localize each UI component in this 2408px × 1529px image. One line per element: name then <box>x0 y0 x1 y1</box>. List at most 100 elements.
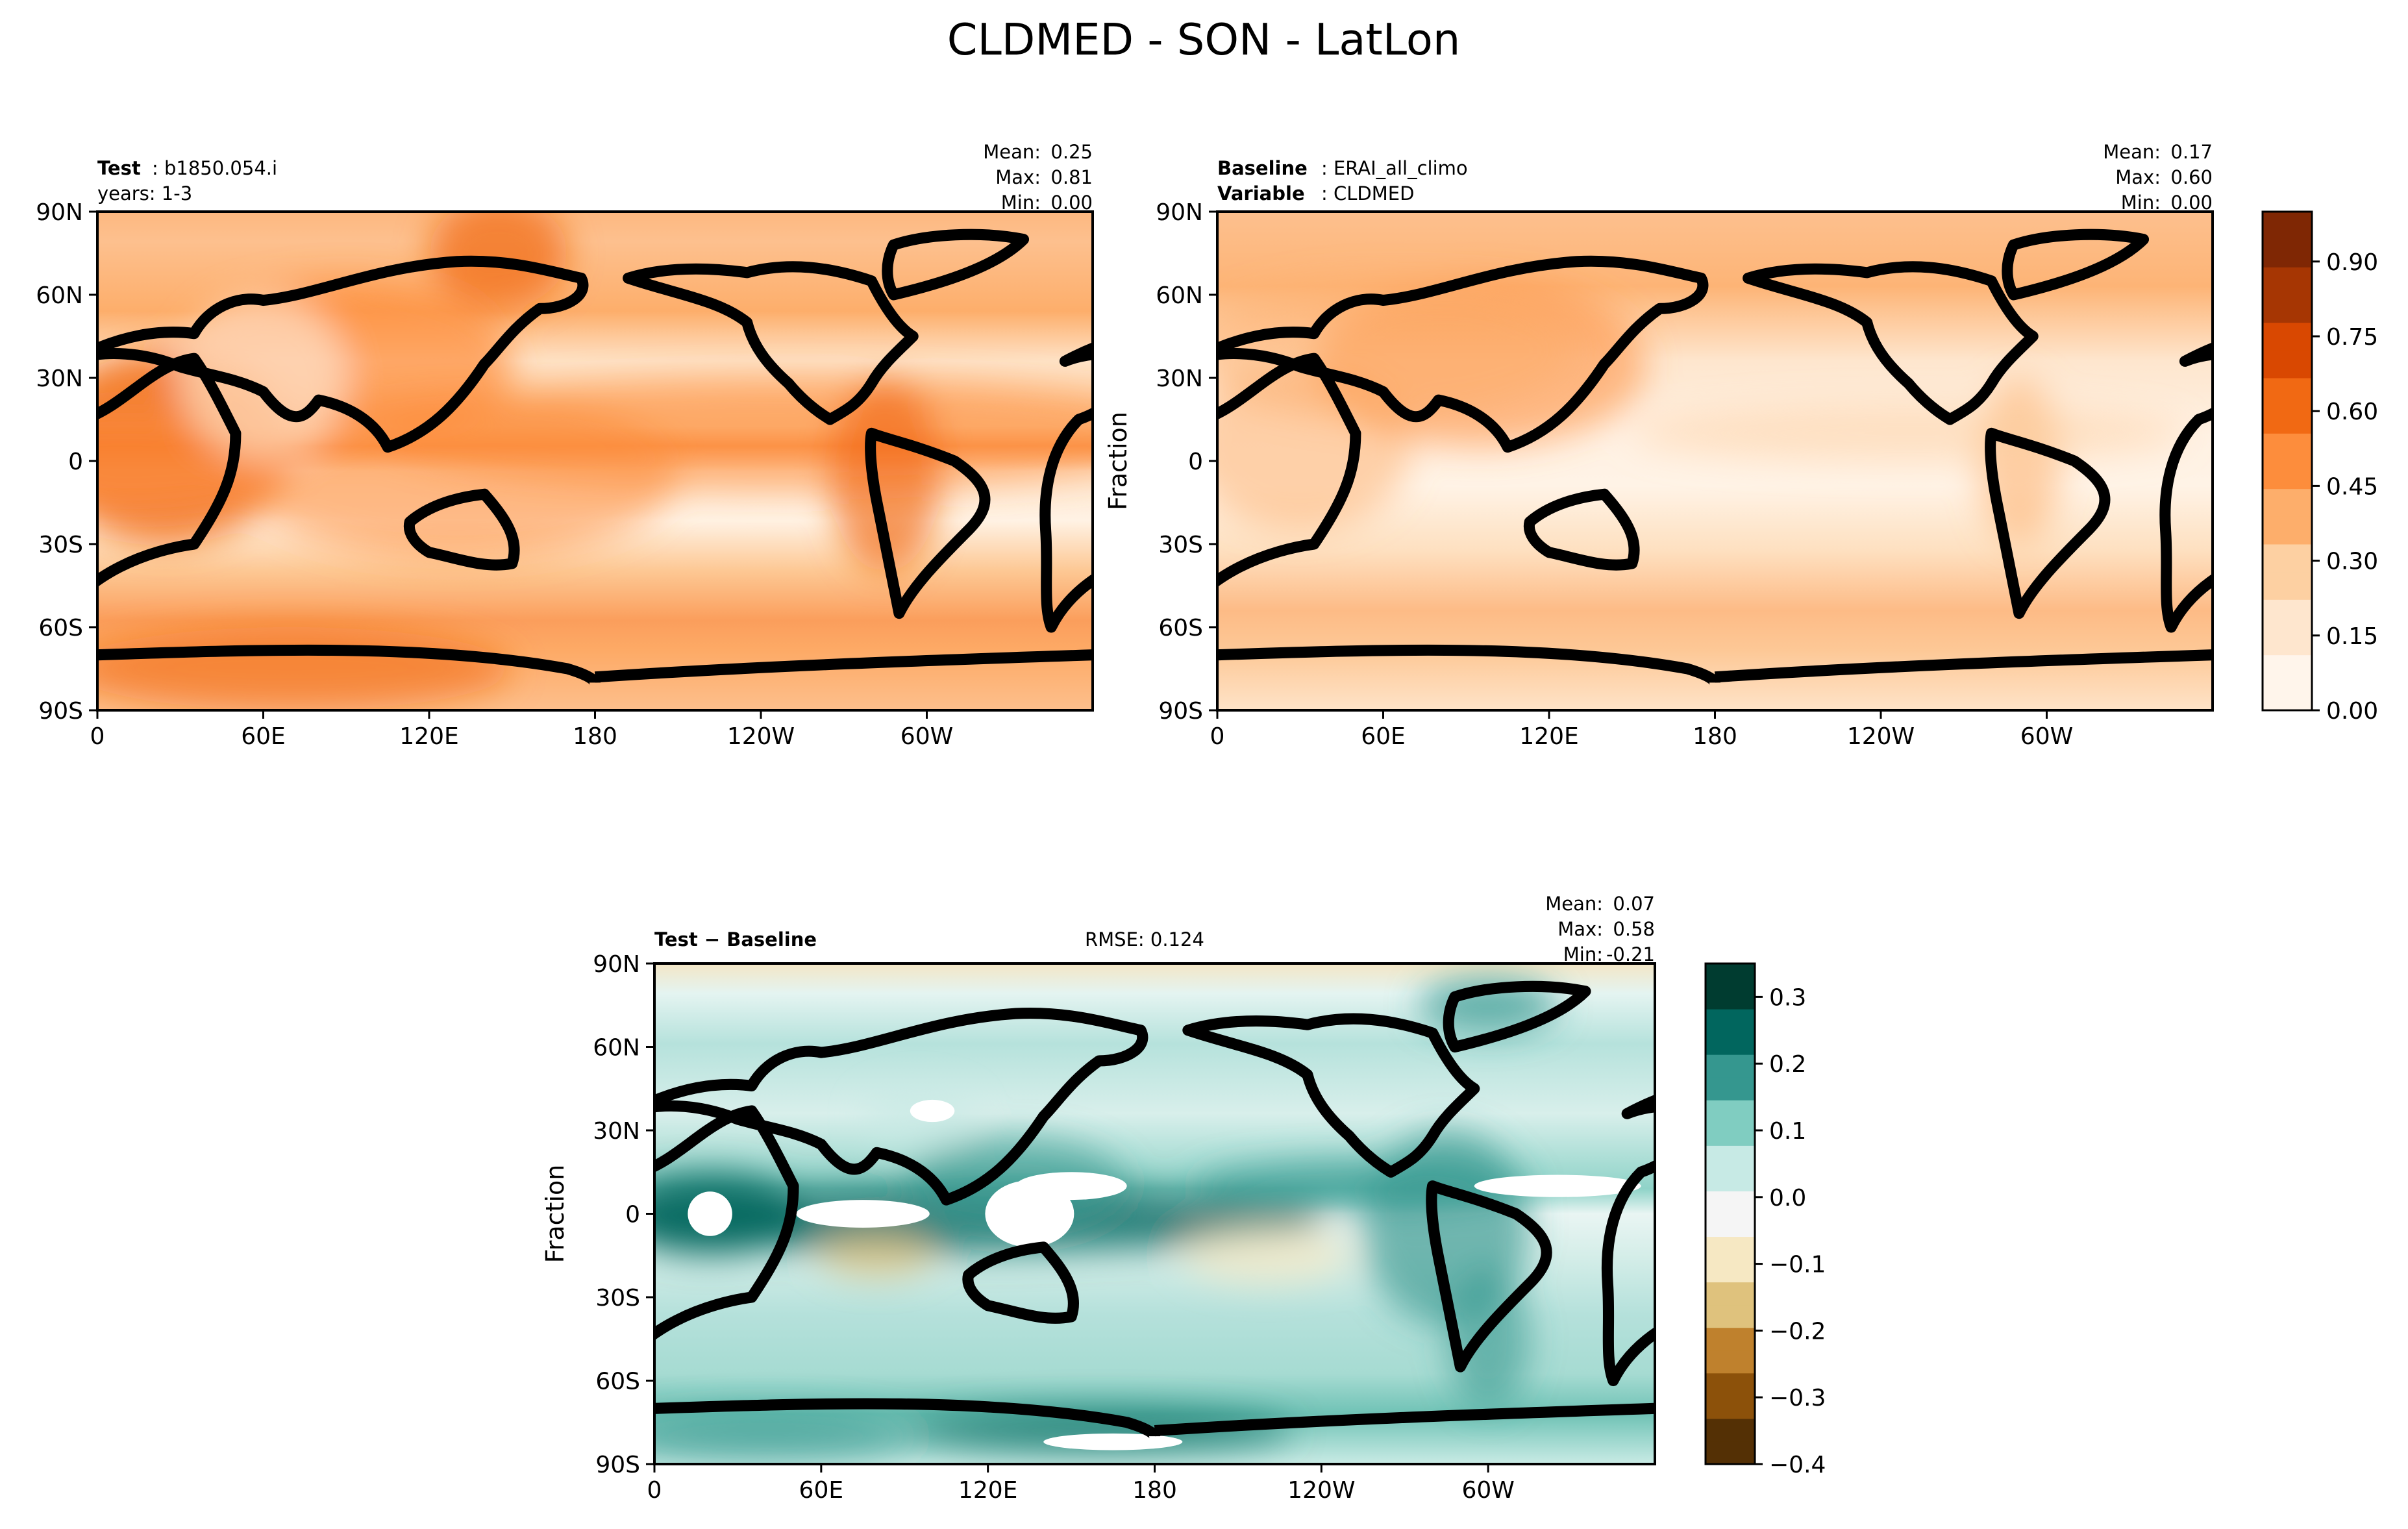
x-tick-label: 60W <box>2020 723 2073 750</box>
field-contour-max <box>796 1200 930 1228</box>
stat-value: 0.58 <box>1613 918 1655 940</box>
x-tick-label: 120W <box>1847 723 1915 750</box>
colorbar-band <box>1706 1304 1755 1328</box>
stat-value: 0.60 <box>2170 166 2213 188</box>
field-contour <box>429 212 567 309</box>
stat-label: Min: <box>2121 192 2161 214</box>
field-contour <box>1217 280 1577 419</box>
colorbar-band <box>2263 212 2312 240</box>
stat-label: Max: <box>2115 166 2161 188</box>
y-tick-label: 0 <box>625 1202 640 1228</box>
panel-label-text: : b1850.054.i <box>152 157 277 179</box>
y-tick-label: 60S <box>595 1369 640 1395</box>
y-tick-label: 90N <box>593 951 640 978</box>
stat-value: 0.00 <box>2170 192 2213 214</box>
colorbar-band <box>1706 1395 1755 1419</box>
colorbar-band <box>2263 350 2312 379</box>
panel-label-text: years: 1-3 <box>97 182 192 205</box>
field-contour <box>97 627 512 710</box>
colorbar-tick-label: −0.4 <box>1769 1452 1826 1478</box>
y-tick-label: 90S <box>38 698 83 725</box>
map-panel-diff: 0 60E 120E 180 120W 60W 90N 60N 30N 0 30S 60S 90S Mea… <box>541 893 1656 1504</box>
colorbar-band <box>2263 295 2312 323</box>
colorbar-tick-label: 0.00 <box>2326 698 2378 725</box>
x-tick-label: 60W <box>1461 1477 1514 1504</box>
colorbar-band <box>2263 433 2312 462</box>
map-panel-baseline: 0 60E 120E 180 120W 60W 90N 60N 30N 0 30S 60S 90S Mea… <box>1104 141 2214 750</box>
colorbar-band <box>2263 654 2312 683</box>
y-axis-label: Fraction <box>1104 412 1132 510</box>
y-tick-label: 60S <box>1158 615 1203 641</box>
colorbar-band <box>1706 1373 1755 1397</box>
colorbar-band <box>2263 488 2312 517</box>
stat-label: Mean: <box>983 141 1041 163</box>
y-tick-label: 0 <box>68 449 83 475</box>
colorbar-band <box>1706 1009 1755 1032</box>
stat-value: 0.17 <box>2170 141 2213 163</box>
colorbar-band <box>1706 1123 1755 1146</box>
field-contour <box>374 378 1093 489</box>
x-tick-label: 180 <box>1693 723 1737 750</box>
colorbar-band <box>1706 1145 1755 1169</box>
stat-label: Mean: <box>2103 141 2161 163</box>
colorbar-band <box>2263 627 2312 656</box>
field-contour <box>904 1408 1294 1453</box>
colorbar-tick-label: 0.2 <box>1769 1051 1806 1078</box>
colorbar-tick-label: 0.15 <box>2326 623 2378 650</box>
x-tick-label: 120E <box>958 1477 1017 1504</box>
colorbar-band <box>1706 1350 1755 1374</box>
colorbar-band <box>2263 599 2312 628</box>
colorbar-band <box>2263 322 2312 351</box>
colorbar-tick-label: 0.3 <box>1769 984 1806 1011</box>
colorbar-band <box>1706 1077 1755 1100</box>
x-tick-label: 120E <box>399 723 458 750</box>
y-tick-label: 90N <box>1156 199 1203 226</box>
field-contour-max <box>910 1099 955 1123</box>
colorbar-band <box>2263 405 2312 434</box>
colorbar-tick-label: 0.45 <box>2326 473 2378 500</box>
stat-label: Mean: <box>1545 893 1603 915</box>
colorbar-tick-label: −0.3 <box>1769 1385 1826 1411</box>
y-tick-label: 30N <box>1156 366 1203 392</box>
field-contour-max <box>985 1180 1074 1247</box>
x-tick-label: 60W <box>900 723 953 750</box>
x-tick-label: 180 <box>1132 1477 1177 1504</box>
x-tick-label: 120E <box>1519 723 1578 750</box>
colorbar-tick-label: 0.1 <box>1769 1118 1806 1145</box>
y-tick-label: 30S <box>1158 532 1203 558</box>
figure-title: CLDMED - SON - LatLon <box>947 14 1461 65</box>
stat-label: Max: <box>995 166 1041 188</box>
stat-label: Min: <box>1563 943 1603 965</box>
colorbar-tick-label: 0.30 <box>2326 549 2378 575</box>
y-tick-label: 90S <box>1158 698 1203 725</box>
colorbar-band <box>1706 1236 1755 1260</box>
panel-label-text: : CLDMED <box>1321 182 1414 205</box>
colorbar-band <box>1706 963 1755 987</box>
y-tick-label: 90S <box>595 1452 640 1478</box>
colorbar-tick-label: 0.60 <box>2326 399 2378 425</box>
field-contour <box>1182 1227 1350 1284</box>
panel-label-bold: Test − Baseline <box>654 928 817 951</box>
field-contour <box>1632 405 2185 461</box>
field-contour <box>821 1234 933 1276</box>
y-tick-label: 60N <box>36 282 83 309</box>
panel-label-bold: Baseline <box>1217 157 1308 179</box>
y-tick-label: 60N <box>593 1035 640 1062</box>
map-panel-test: 0 60E 120E 180 120W 60W 90N 60N 30N 0 30S 60S 90S Mea… <box>36 141 1094 750</box>
colorbar-main: 0.00 0.15 0.30 0.45 0.60 0.75 0.90 <box>2261 210 2378 725</box>
colorbar-band <box>1706 1259 1755 1283</box>
stat-value: 0.81 <box>1050 166 1093 188</box>
stat-value: -0.21 <box>1606 943 1655 965</box>
colorbar-tick-label: 0.75 <box>2326 324 2378 351</box>
colorbar-band <box>1706 986 1755 1010</box>
x-tick-label: 0 <box>647 1477 662 1504</box>
y-tick-label: 30S <box>595 1285 640 1311</box>
y-tick-label: 30S <box>38 532 83 558</box>
x-tick-label: 60E <box>799 1477 844 1504</box>
y-tick-label: 30N <box>36 366 83 392</box>
field-contour-max <box>1043 1433 1183 1450</box>
x-tick-label: 60E <box>1361 723 1406 750</box>
y-axis-label: Fraction <box>541 1165 569 1263</box>
x-tick-label: 0 <box>1210 723 1225 750</box>
colorbar-tick-label: −0.2 <box>1769 1318 1826 1345</box>
